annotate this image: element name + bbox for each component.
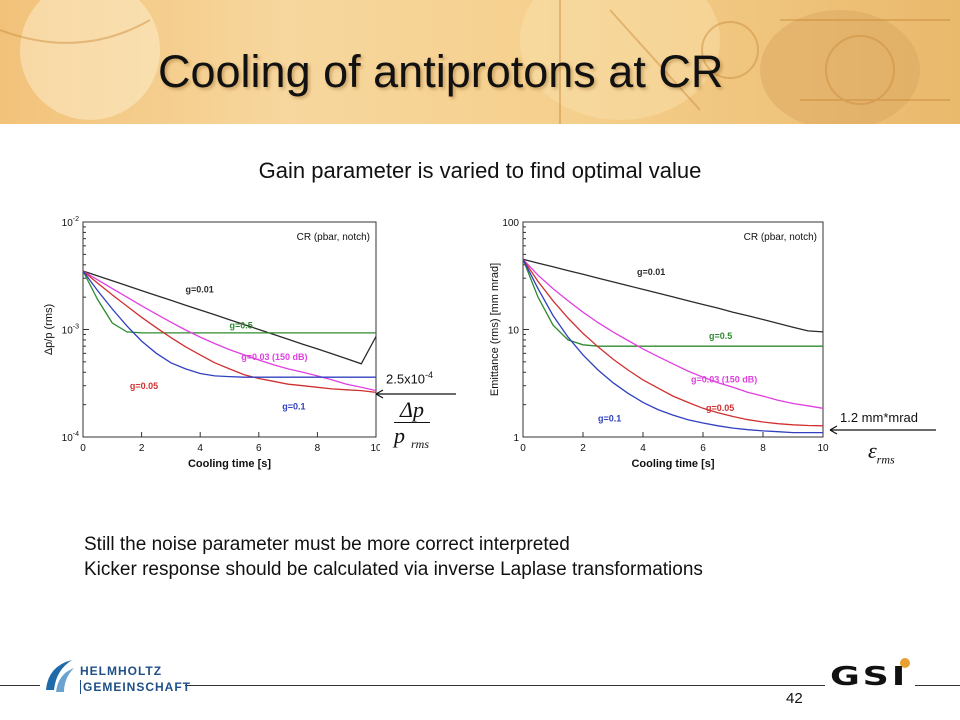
chart-momentum-spread-svg: 10-2 10-3 10-40 2 4 6 8 10 Cooling time [s] Δp/p … (43, 216, 382, 470)
series-line-0 (82, 270, 377, 365)
series-label-0: g=0.01 (637, 267, 665, 277)
y-tick-label: 100 (502, 218, 519, 229)
helmholtz-logo-line2: GEMEINSCHAFT (80, 680, 191, 694)
helmholtz-mark-icon (46, 660, 74, 692)
slide-notes: Still the noise parameter must be more c… (84, 532, 703, 582)
series-label-1: g=0.5 (709, 331, 732, 341)
left-value-exp: -4 (425, 370, 434, 380)
left-formula-denominator: p (394, 423, 405, 448)
chart-emittance: 100 10 1 0 2 4 6 8 10 Cooling time [s] Emittance (… (480, 210, 830, 485)
series-label-0: g=0.01 (186, 285, 214, 295)
y-tick-label: 10 (508, 326, 520, 337)
series-label-4: g=0.1 (282, 402, 305, 412)
gsi-logo: GSI (830, 658, 910, 692)
right-formula: εrms (868, 438, 895, 467)
series-line-4 (82, 270, 376, 378)
x-tick-label: 6 (700, 443, 706, 454)
x-tick-label: 10 (370, 443, 380, 454)
footer-rule-right (915, 685, 960, 686)
footer-rule-left (0, 685, 40, 686)
series-line-4 (522, 259, 823, 434)
gsi-dot-icon (900, 658, 910, 668)
right-value-label: 1.2 mm*mrad (840, 410, 919, 425)
title-banner (0, 0, 960, 124)
left-formula: Δp p rms (394, 398, 430, 457)
x-tick-label: 10 (817, 443, 829, 454)
plot-frame (522, 221, 824, 438)
x-axis-label: Cooling time [s] (631, 458, 714, 470)
y-tick-label: 10-3 (62, 324, 79, 337)
series-line-1 (522, 259, 823, 347)
series-line-2 (522, 258, 824, 409)
right-arrow-icon (829, 425, 936, 435)
x-tick-label: 2 (580, 443, 586, 454)
right-formula-symbol: ε (868, 438, 877, 463)
y-axis-label: Emittance (rms) [mm mrad] (489, 263, 501, 396)
x-tick-label: 6 (256, 443, 262, 454)
gsi-logo-text: GSI (830, 662, 909, 692)
left-formula-subscript: rms (411, 437, 430, 452)
helmholtz-logo-line1: HELMHOLTZ (80, 664, 163, 678)
series-label-1: g=0.5 (230, 321, 253, 331)
series-label-2: g=0.03 (150 dB) (241, 352, 307, 362)
series-line-0 (522, 258, 824, 333)
x-axis-label: Cooling time [s] (188, 458, 271, 470)
slide-subtitle: Gain parameter is varied to find optimal… (258, 158, 702, 183)
right-formula-subscript: rms (876, 452, 895, 467)
left-value-label: 2.5x10-4 (386, 370, 433, 386)
y-axis-label: Δp/p (rms) (43, 304, 55, 355)
series-label-3: g=0.05 (706, 403, 734, 413)
chart-momentum-spread: 10-2 10-3 10-4 0 2 4 6 8 10 Cooling time [s] Δp/p … (40, 210, 382, 485)
x-tick-label: 8 (315, 443, 321, 454)
y-tick-label: 1 (513, 433, 519, 444)
x-tick-label: 0 (520, 443, 526, 454)
x-tick-label: 8 (760, 443, 766, 454)
chart-emittance-svg: 100 10 10 2 4 6 8 10 Cooling time [s] Emittance (… (489, 218, 829, 470)
note-line-1: Still the noise parameter must be more c… (84, 534, 570, 555)
series-line-1 (82, 270, 376, 334)
x-tick-label: 4 (197, 443, 203, 454)
series-label-3: g=0.05 (130, 381, 158, 391)
left-value-text: 2.5x10 (386, 371, 426, 387)
y-tick-label: 10-2 (62, 216, 79, 229)
banner-decoration (0, 0, 950, 124)
series-label-2: g=0.03 (150 dB) (691, 375, 757, 385)
left-formula-numerator: Δp (394, 398, 430, 423)
series-line-3 (82, 270, 377, 394)
slide-title: Cooling of antiprotons at CR (158, 46, 724, 97)
series-line-2 (82, 270, 377, 392)
legend-text: CR (pbar, notch) (744, 232, 817, 243)
footer-rule-middle (185, 685, 825, 686)
note-line-2: Kicker response should be calculated via… (84, 559, 703, 580)
page-number: 42 (786, 690, 803, 707)
legend-text: CR (pbar, notch) (297, 232, 370, 243)
x-tick-label: 4 (640, 443, 646, 454)
series-label-4: g=0.1 (598, 413, 621, 423)
series-line-3 (522, 258, 824, 427)
x-tick-label: 0 (80, 443, 86, 454)
y-tick-label: 10-4 (62, 431, 79, 444)
left-arrow-icon (375, 389, 456, 399)
x-tick-label: 2 (139, 443, 145, 454)
